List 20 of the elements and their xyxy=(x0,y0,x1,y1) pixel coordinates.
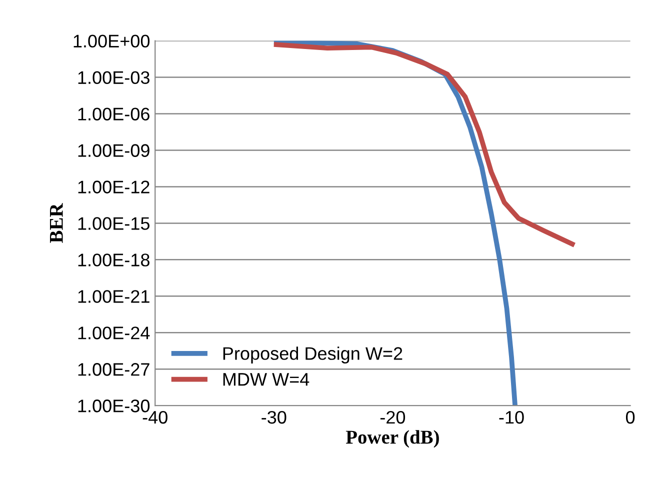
x-axis-title: Power (dB) xyxy=(346,430,439,448)
x-tick-label: 0 xyxy=(626,410,635,424)
x-tick-label: -20 xyxy=(380,410,406,424)
y-tick-label: 1.00E+00 xyxy=(74,34,150,48)
y-tick-label: 1.00E-06 xyxy=(78,108,150,120)
y-tick-label: 1.00E-27 xyxy=(78,363,150,376)
y-tick-label: 1.00E-15 xyxy=(78,217,150,230)
y-axis-title: BER xyxy=(50,203,63,243)
x-tick-label: -30 xyxy=(262,410,286,424)
y-tick-label: 1.00E-03 xyxy=(78,71,150,84)
x-tick-label: -40 xyxy=(142,410,168,424)
y-tick-label: 1.00E-09 xyxy=(78,144,150,157)
y-tick-label: 1.00E-21 xyxy=(78,290,150,303)
legend-label: MDW W=4 xyxy=(223,373,310,386)
x-tick-label: -10 xyxy=(499,410,524,424)
y-tick-label: 1.00E-18 xyxy=(78,254,150,266)
y-tick-label: 1.00E-30 xyxy=(78,400,150,412)
y-tick-label: 1.00E-24 xyxy=(78,326,150,340)
y-tick-label: 1.00E-12 xyxy=(78,180,150,194)
legend-label: Proposed Design W=2 xyxy=(223,346,402,364)
